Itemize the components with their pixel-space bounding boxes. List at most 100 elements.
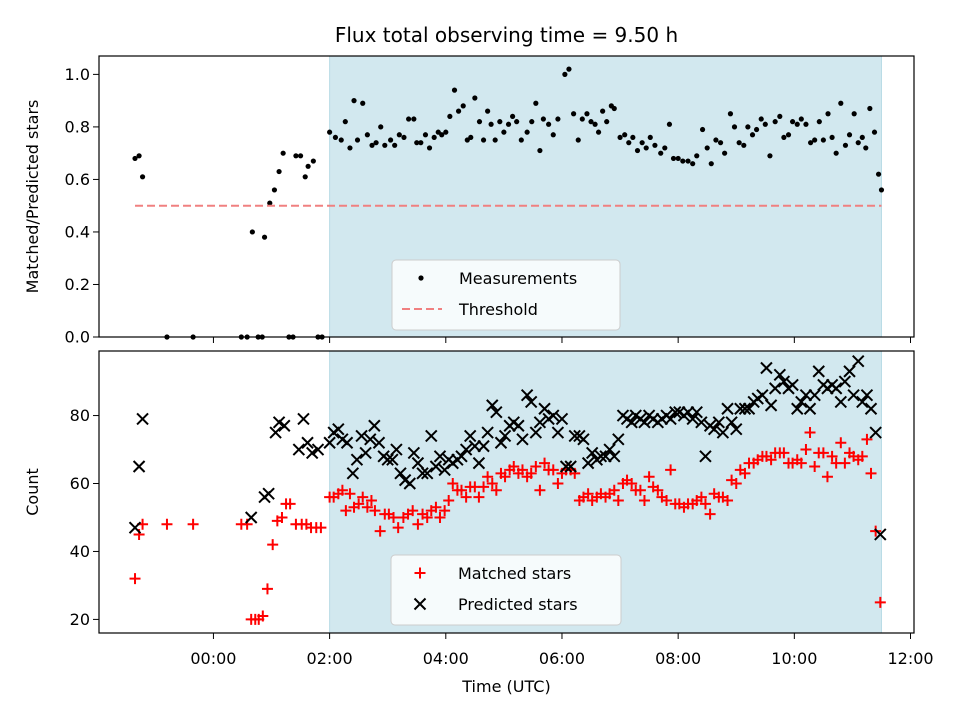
predicted-star-point <box>577 433 590 446</box>
measurement-point <box>342 119 348 125</box>
predicted-star-point <box>869 426 882 439</box>
predicted-star-point <box>795 395 808 409</box>
measurement-point <box>808 140 814 146</box>
predicted-star-point <box>808 388 821 402</box>
matched-star-point <box>608 484 620 496</box>
predicted-star-point <box>463 429 477 443</box>
predicted-star-point <box>786 378 799 392</box>
matched-star-point <box>129 573 141 585</box>
predicted-star-point <box>742 402 756 415</box>
measurement-point <box>431 134 437 141</box>
measurement-point <box>332 134 339 141</box>
measurement-point <box>418 140 424 146</box>
measurement-point <box>643 145 649 151</box>
predicted-star-point <box>386 453 399 466</box>
matched-star-point <box>826 450 838 462</box>
measurement-point <box>249 229 255 235</box>
predicted-star-point <box>346 467 360 480</box>
predicted-star-point <box>773 368 787 381</box>
measurement-point <box>762 121 768 127</box>
matched-star-point <box>643 471 655 483</box>
predicted-star-point <box>292 443 306 456</box>
measurement-point <box>717 140 724 146</box>
predicted-star-point <box>520 388 534 402</box>
measurement-point <box>647 134 653 141</box>
predicted-star-point <box>297 412 310 426</box>
matched-star-point <box>704 508 716 520</box>
measurement-point <box>675 155 681 162</box>
predicted-star-point <box>695 416 708 429</box>
predicted-star-point <box>843 365 856 378</box>
measurement-point <box>505 121 512 127</box>
measurement-point <box>369 142 375 148</box>
measurement-point <box>546 121 552 127</box>
measurement-point <box>600 108 606 114</box>
predicted-star-point <box>812 365 825 378</box>
chart-title: Flux total observing time = 9.50 h <box>335 23 678 47</box>
measurement-point <box>480 137 487 143</box>
matched-star-point <box>357 491 369 503</box>
predicted-star-point <box>486 399 499 412</box>
legend-label: Threshold <box>458 300 538 319</box>
measurement-point <box>347 145 353 151</box>
measurement-point <box>699 126 706 133</box>
predicted-star-point <box>490 405 503 419</box>
y-tick-label: 0.2 <box>65 275 90 294</box>
predicted-star-point <box>721 402 734 415</box>
matched-star-point <box>530 461 542 473</box>
measurement-point <box>364 132 370 138</box>
measurement-point <box>488 121 494 127</box>
predicted-star-point <box>860 388 874 402</box>
predicted-star-point <box>564 460 577 473</box>
measurement-point <box>662 145 668 151</box>
matched-star-point <box>478 481 490 493</box>
measurement-point <box>694 153 700 159</box>
predicted-star-point <box>455 450 468 463</box>
measurement-point <box>772 119 778 125</box>
measurement-point <box>392 142 398 148</box>
measurement-point <box>785 132 792 138</box>
measurement-point <box>455 108 462 114</box>
predicted-star-point <box>524 395 538 409</box>
measurement-point <box>492 137 498 143</box>
x-tick-label: 06:00 <box>539 649 585 668</box>
measurement-point <box>820 137 826 143</box>
legend-box <box>391 259 621 331</box>
y-tick-label: 20 <box>70 610 90 629</box>
measurement-point <box>652 142 658 148</box>
matched-star-point <box>276 511 288 523</box>
measurement-point <box>842 142 849 148</box>
measurement-point <box>579 116 585 122</box>
predicted-star-point <box>311 443 325 456</box>
measurement-point <box>592 121 598 127</box>
legend-predicted-swatch <box>413 597 427 611</box>
measurement-point <box>803 121 809 127</box>
matched-star-point <box>344 488 356 500</box>
predicted-star-point <box>625 416 638 429</box>
y-tick-label: 0.6 <box>65 170 90 189</box>
matched-star-point <box>161 518 173 530</box>
measurement-point <box>639 140 645 146</box>
y-tick-label: 80 <box>70 406 90 425</box>
matched-star-point <box>817 447 829 459</box>
measurement-point <box>570 111 577 117</box>
matched-star-point <box>539 457 551 469</box>
top-panel: 0.0 0.2 0.4 0.6 0.8 1.0 Matched/Predicted star… <box>23 55 915 347</box>
measurement-point <box>829 134 835 141</box>
matched-star-point <box>765 454 777 466</box>
axes-frame <box>98 55 915 338</box>
measurement-point <box>611 105 617 112</box>
measurement-point <box>758 116 764 122</box>
matched-star-point <box>482 471 494 483</box>
measurement-point <box>595 129 602 135</box>
measurement-point <box>838 100 844 106</box>
measurement-point <box>753 126 760 133</box>
measurement-point <box>767 153 773 159</box>
measurement-point <box>136 153 142 159</box>
measurement-point <box>867 105 873 112</box>
measurement-point <box>293 153 299 159</box>
matched-star-point <box>374 525 386 537</box>
matched-star-point <box>547 464 559 476</box>
matched-star-point <box>421 511 433 523</box>
measurement-point <box>588 119 594 125</box>
